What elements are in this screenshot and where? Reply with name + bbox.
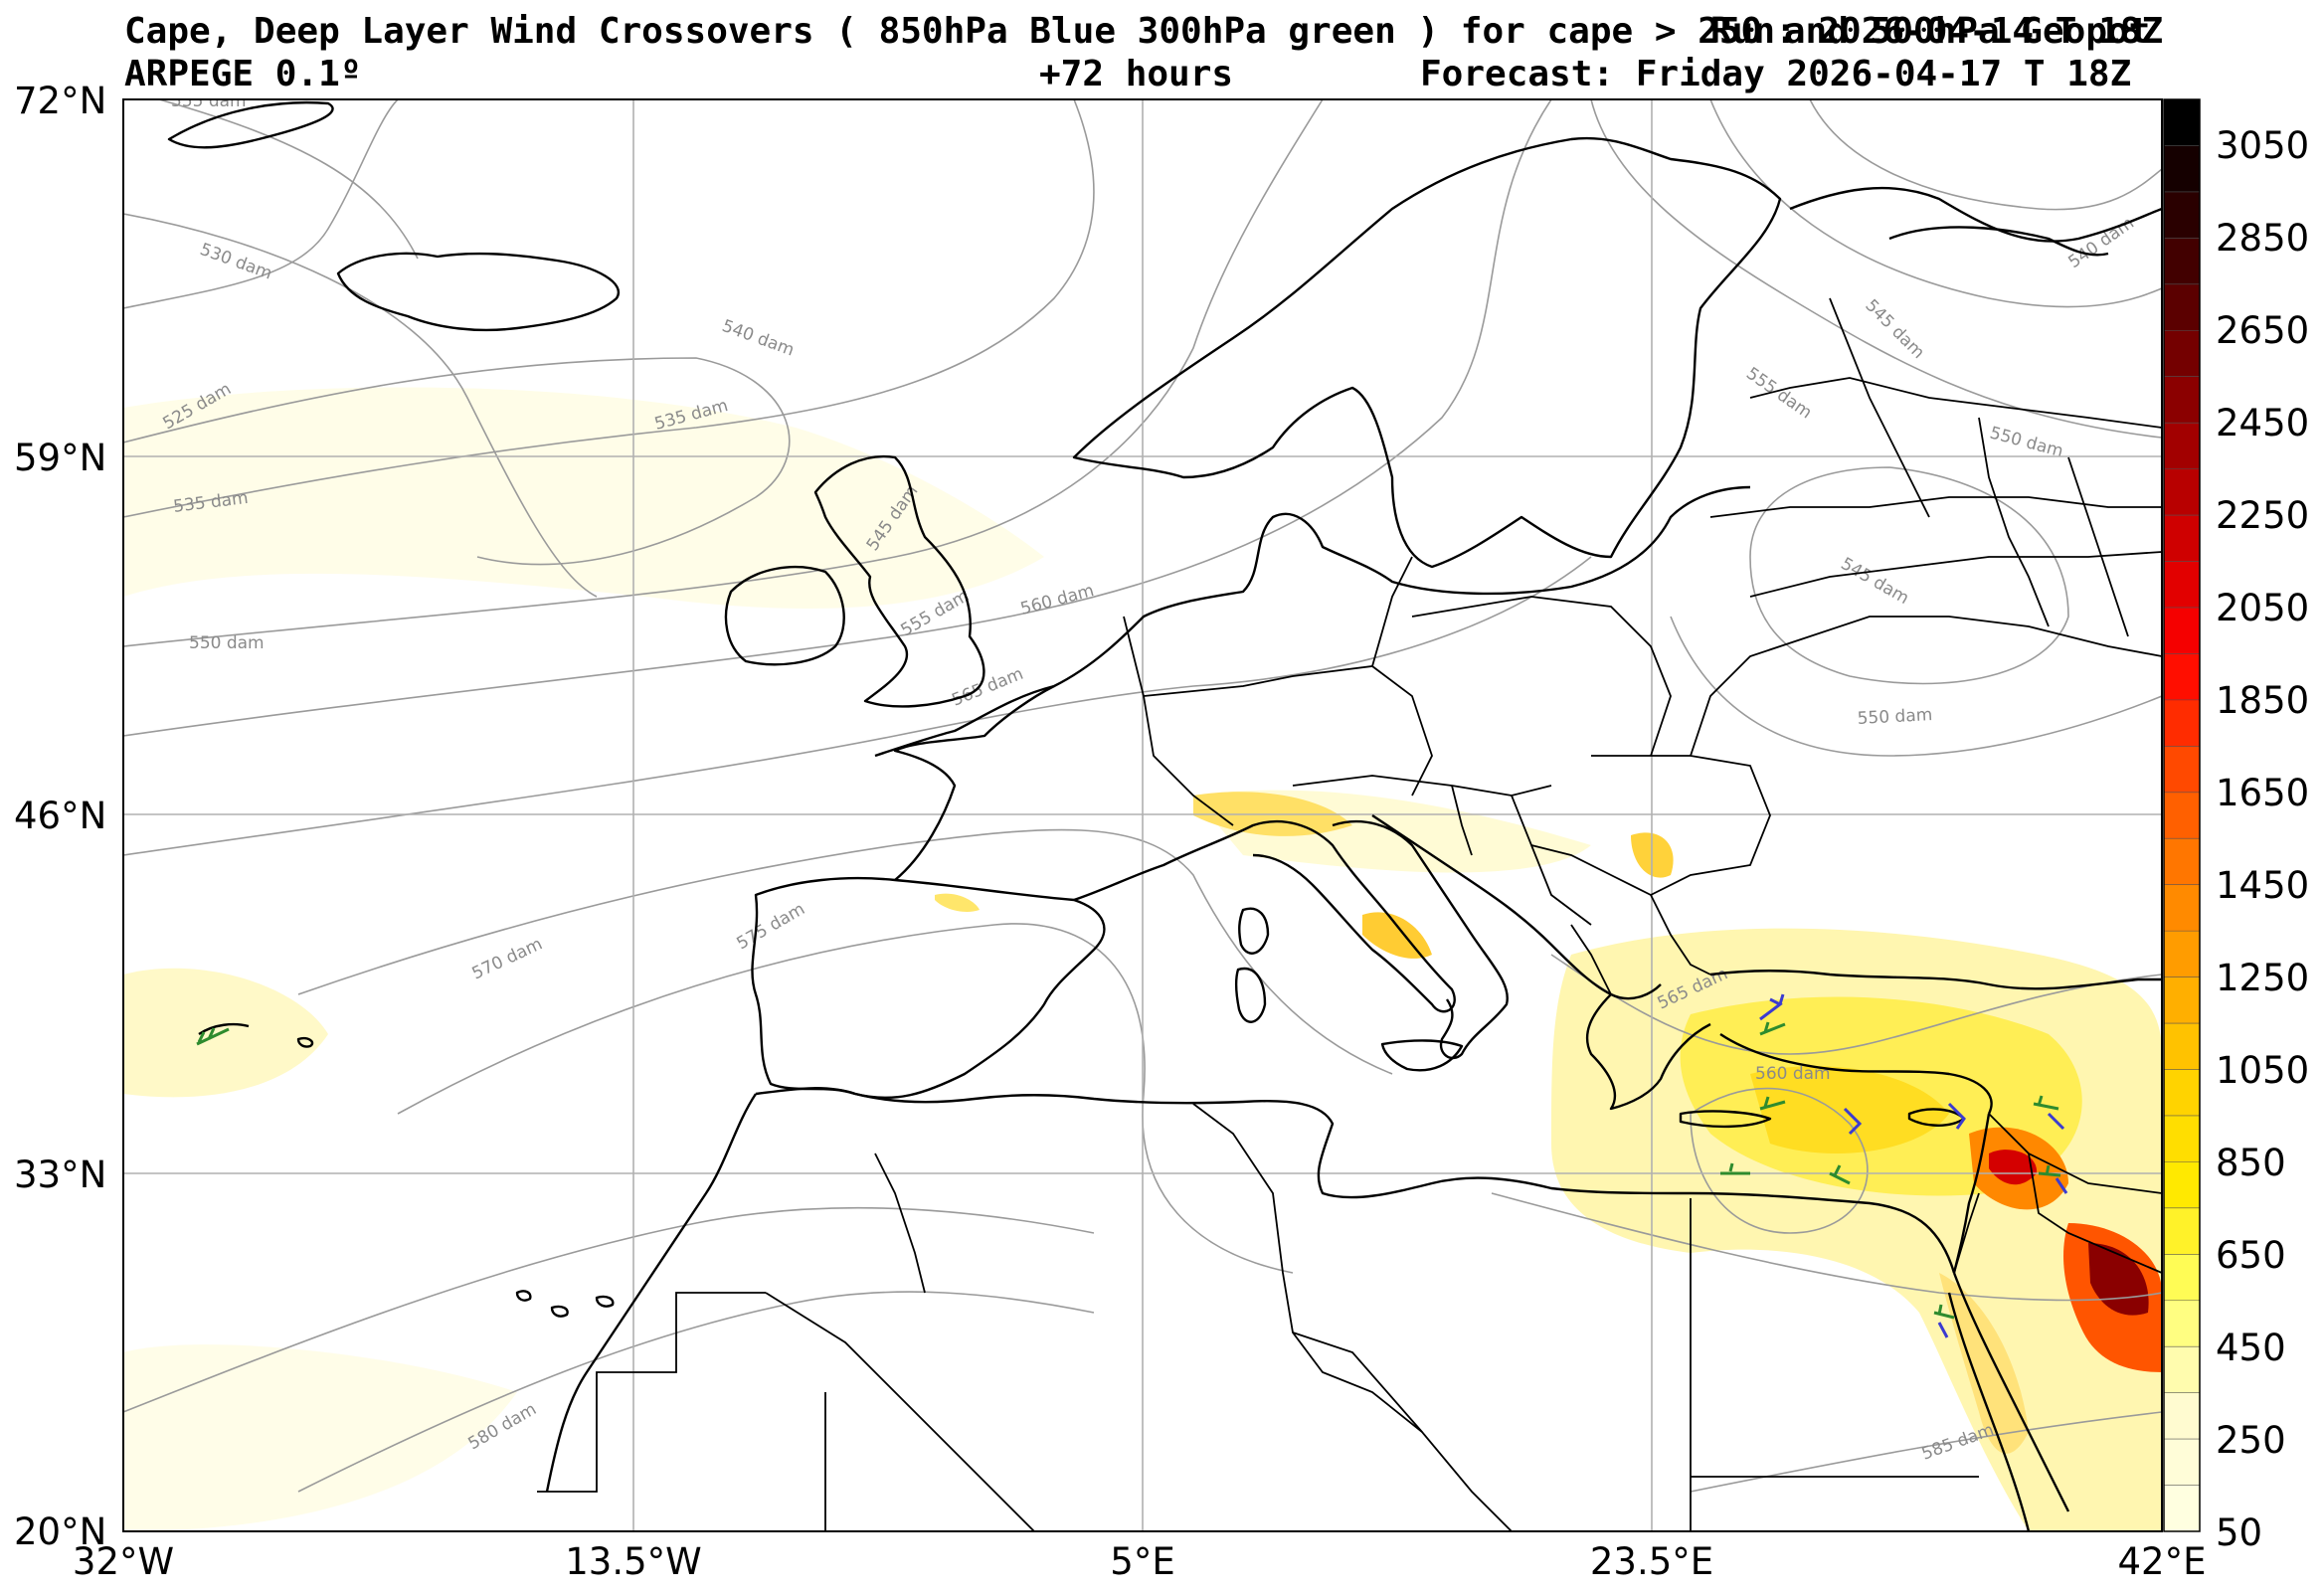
colorbar-label: 3050: [2216, 124, 2309, 167]
contour-label: 560 dam: [1755, 1064, 1831, 1084]
lat-label: 46°N: [14, 795, 106, 837]
contour-label: 550 dam: [1857, 705, 1933, 729]
colorbar-segment: [2164, 191, 2200, 239]
colorbar-segment: [2164, 1485, 2200, 1532]
colorbar-label: 850: [2216, 1142, 2286, 1184]
colorbar-segment: [2164, 792, 2200, 839]
colorbar-segment: [2164, 1161, 2200, 1209]
colorbar-label: 2050: [2216, 587, 2309, 629]
lat-label: 20°N: [14, 1510, 106, 1553]
colorbar-segment: [2164, 1207, 2200, 1255]
colorbar-segment: [2164, 838, 2200, 886]
colorbar-label: 2450: [2216, 402, 2309, 444]
lat-label: 33°N: [14, 1153, 106, 1196]
map-title: Cape, Deep Layer Wind Crossovers ( 850hP…: [124, 11, 2151, 52]
colorbar-segment: [2164, 238, 2200, 285]
colorbar-label: 2850: [2216, 217, 2309, 260]
colorbar-segment: [2164, 330, 2200, 378]
wind-barbs: [196, 993, 2068, 1338]
colorbar-label: 1450: [2216, 864, 2309, 907]
colorbar: [2164, 99, 2200, 1532]
country-borders: [537, 297, 2162, 1531]
colorbar-label: 1650: [2216, 772, 2309, 814]
run-label: Run: 2026-04-14 T 18Z: [1710, 11, 2164, 52]
colorbar-segment: [2164, 561, 2200, 609]
colorbar-label: 2650: [2216, 309, 2309, 352]
colorbar-label: 1050: [2216, 1049, 2309, 1092]
longitude-labels: 32°W 13.5°W 5°E 23.5°E 42°E: [73, 1540, 2207, 1583]
colorbar-label: 1250: [2216, 957, 2309, 999]
colorbar-label: 450: [2216, 1327, 2286, 1369]
lead-time-label: +72 hours: [1039, 54, 1234, 94]
gridlines: [123, 99, 2162, 1531]
colorbar-label: 1850: [2216, 679, 2309, 722]
map-frame: [122, 98, 2163, 1532]
lon-label: 5°E: [1110, 1540, 1174, 1583]
latitude-labels: 72°N 59°N 46°N 33°N 20°N: [14, 80, 106, 1553]
colorbar-segment: [2164, 145, 2200, 193]
lon-label: 32°W: [73, 1540, 174, 1583]
colorbar-segment: [2164, 376, 2200, 424]
colorbar-segment: [2164, 1023, 2200, 1070]
colorbar-segment: [2164, 976, 2200, 1024]
colorbar-segment: [2164, 1346, 2200, 1394]
colorbar-segment: [2164, 1069, 2200, 1117]
forecast-label: Forecast: Friday 2026-04-17 T 18Z: [1420, 54, 2132, 94]
colorbar-segment: [2164, 1300, 2200, 1347]
colorbar-segment: [2164, 653, 2200, 701]
colorbar-label: 250: [2216, 1419, 2286, 1462]
colorbar-segment: [2164, 931, 2200, 978]
colorbar-segment: [2164, 746, 2200, 794]
colorbar-segment: [2164, 607, 2200, 654]
colorbar-segment: [2164, 1254, 2200, 1302]
lat-label: 59°N: [14, 437, 106, 479]
colorbar-segment: [2164, 699, 2200, 747]
colorbar-segment: [2164, 423, 2200, 470]
colorbar-labels: 3050 2850 2650 2450 2250 2050 1850 1650 …: [2216, 124, 2309, 1554]
colorbar-segment: [2164, 1115, 2200, 1162]
contour-label: 550 dam: [189, 633, 265, 653]
colorbar-frame: [2163, 98, 2201, 1532]
contour-label: 555 dam: [171, 91, 247, 111]
coastlines: [167, 100, 2162, 1531]
colorbar-segment: [2164, 884, 2200, 932]
model-label: ARPEGE 0.1º: [124, 54, 362, 94]
colorbar-segment: [2164, 1392, 2200, 1440]
colorbar-label: 2250: [2216, 494, 2309, 537]
colorbar-label: 650: [2216, 1234, 2286, 1277]
lat-label: 72°N: [14, 80, 106, 122]
colorbar-segment: [2164, 515, 2200, 563]
lon-label: 42°E: [2118, 1540, 2207, 1583]
colorbar-segment: [2164, 99, 2200, 146]
colorbar-segment: [2164, 1439, 2200, 1487]
colorbar-segment: [2164, 283, 2200, 331]
lon-label: 13.5°W: [565, 1540, 701, 1583]
colorbar-segment: [2164, 468, 2200, 516]
colorbar-label: 50: [2216, 1511, 2262, 1554]
lon-label: 23.5°E: [1590, 1540, 1713, 1583]
